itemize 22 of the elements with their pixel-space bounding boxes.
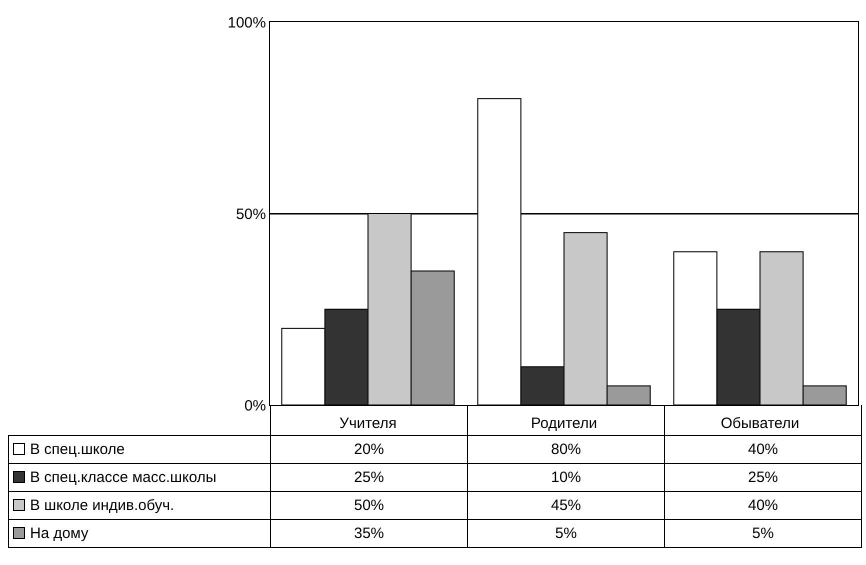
x-tick-label: Родители bbox=[530, 415, 598, 432]
data-label: 40% bbox=[664, 491, 862, 519]
legend-label: На дому bbox=[30, 524, 88, 542]
y-tick-label: 0% bbox=[244, 397, 266, 414]
data-label: 40% bbox=[664, 435, 862, 463]
x-tick-label: Обыватели bbox=[720, 415, 800, 432]
legend-label: В спец.классе масс.школы bbox=[30, 468, 216, 486]
data-label: 25% bbox=[270, 463, 468, 491]
data-label: 80% bbox=[468, 435, 664, 463]
y-tick-label: 50% bbox=[236, 206, 266, 223]
data-label: 35% bbox=[270, 519, 468, 547]
legend-label: В спец.школе bbox=[30, 440, 125, 458]
data-label: 50% bbox=[270, 491, 468, 519]
y-tick-label: 100% bbox=[228, 14, 266, 32]
data-label: 10% bbox=[468, 463, 664, 491]
data-label: 20% bbox=[270, 435, 468, 463]
legend-label: В школе индив.обуч. bbox=[30, 496, 174, 514]
data-label: 5% bbox=[468, 519, 664, 547]
data-label: 5% bbox=[664, 519, 862, 547]
x-tick-label: Учителя bbox=[339, 415, 397, 432]
data-label: 25% bbox=[664, 463, 862, 491]
data-label: 45% bbox=[468, 491, 664, 519]
